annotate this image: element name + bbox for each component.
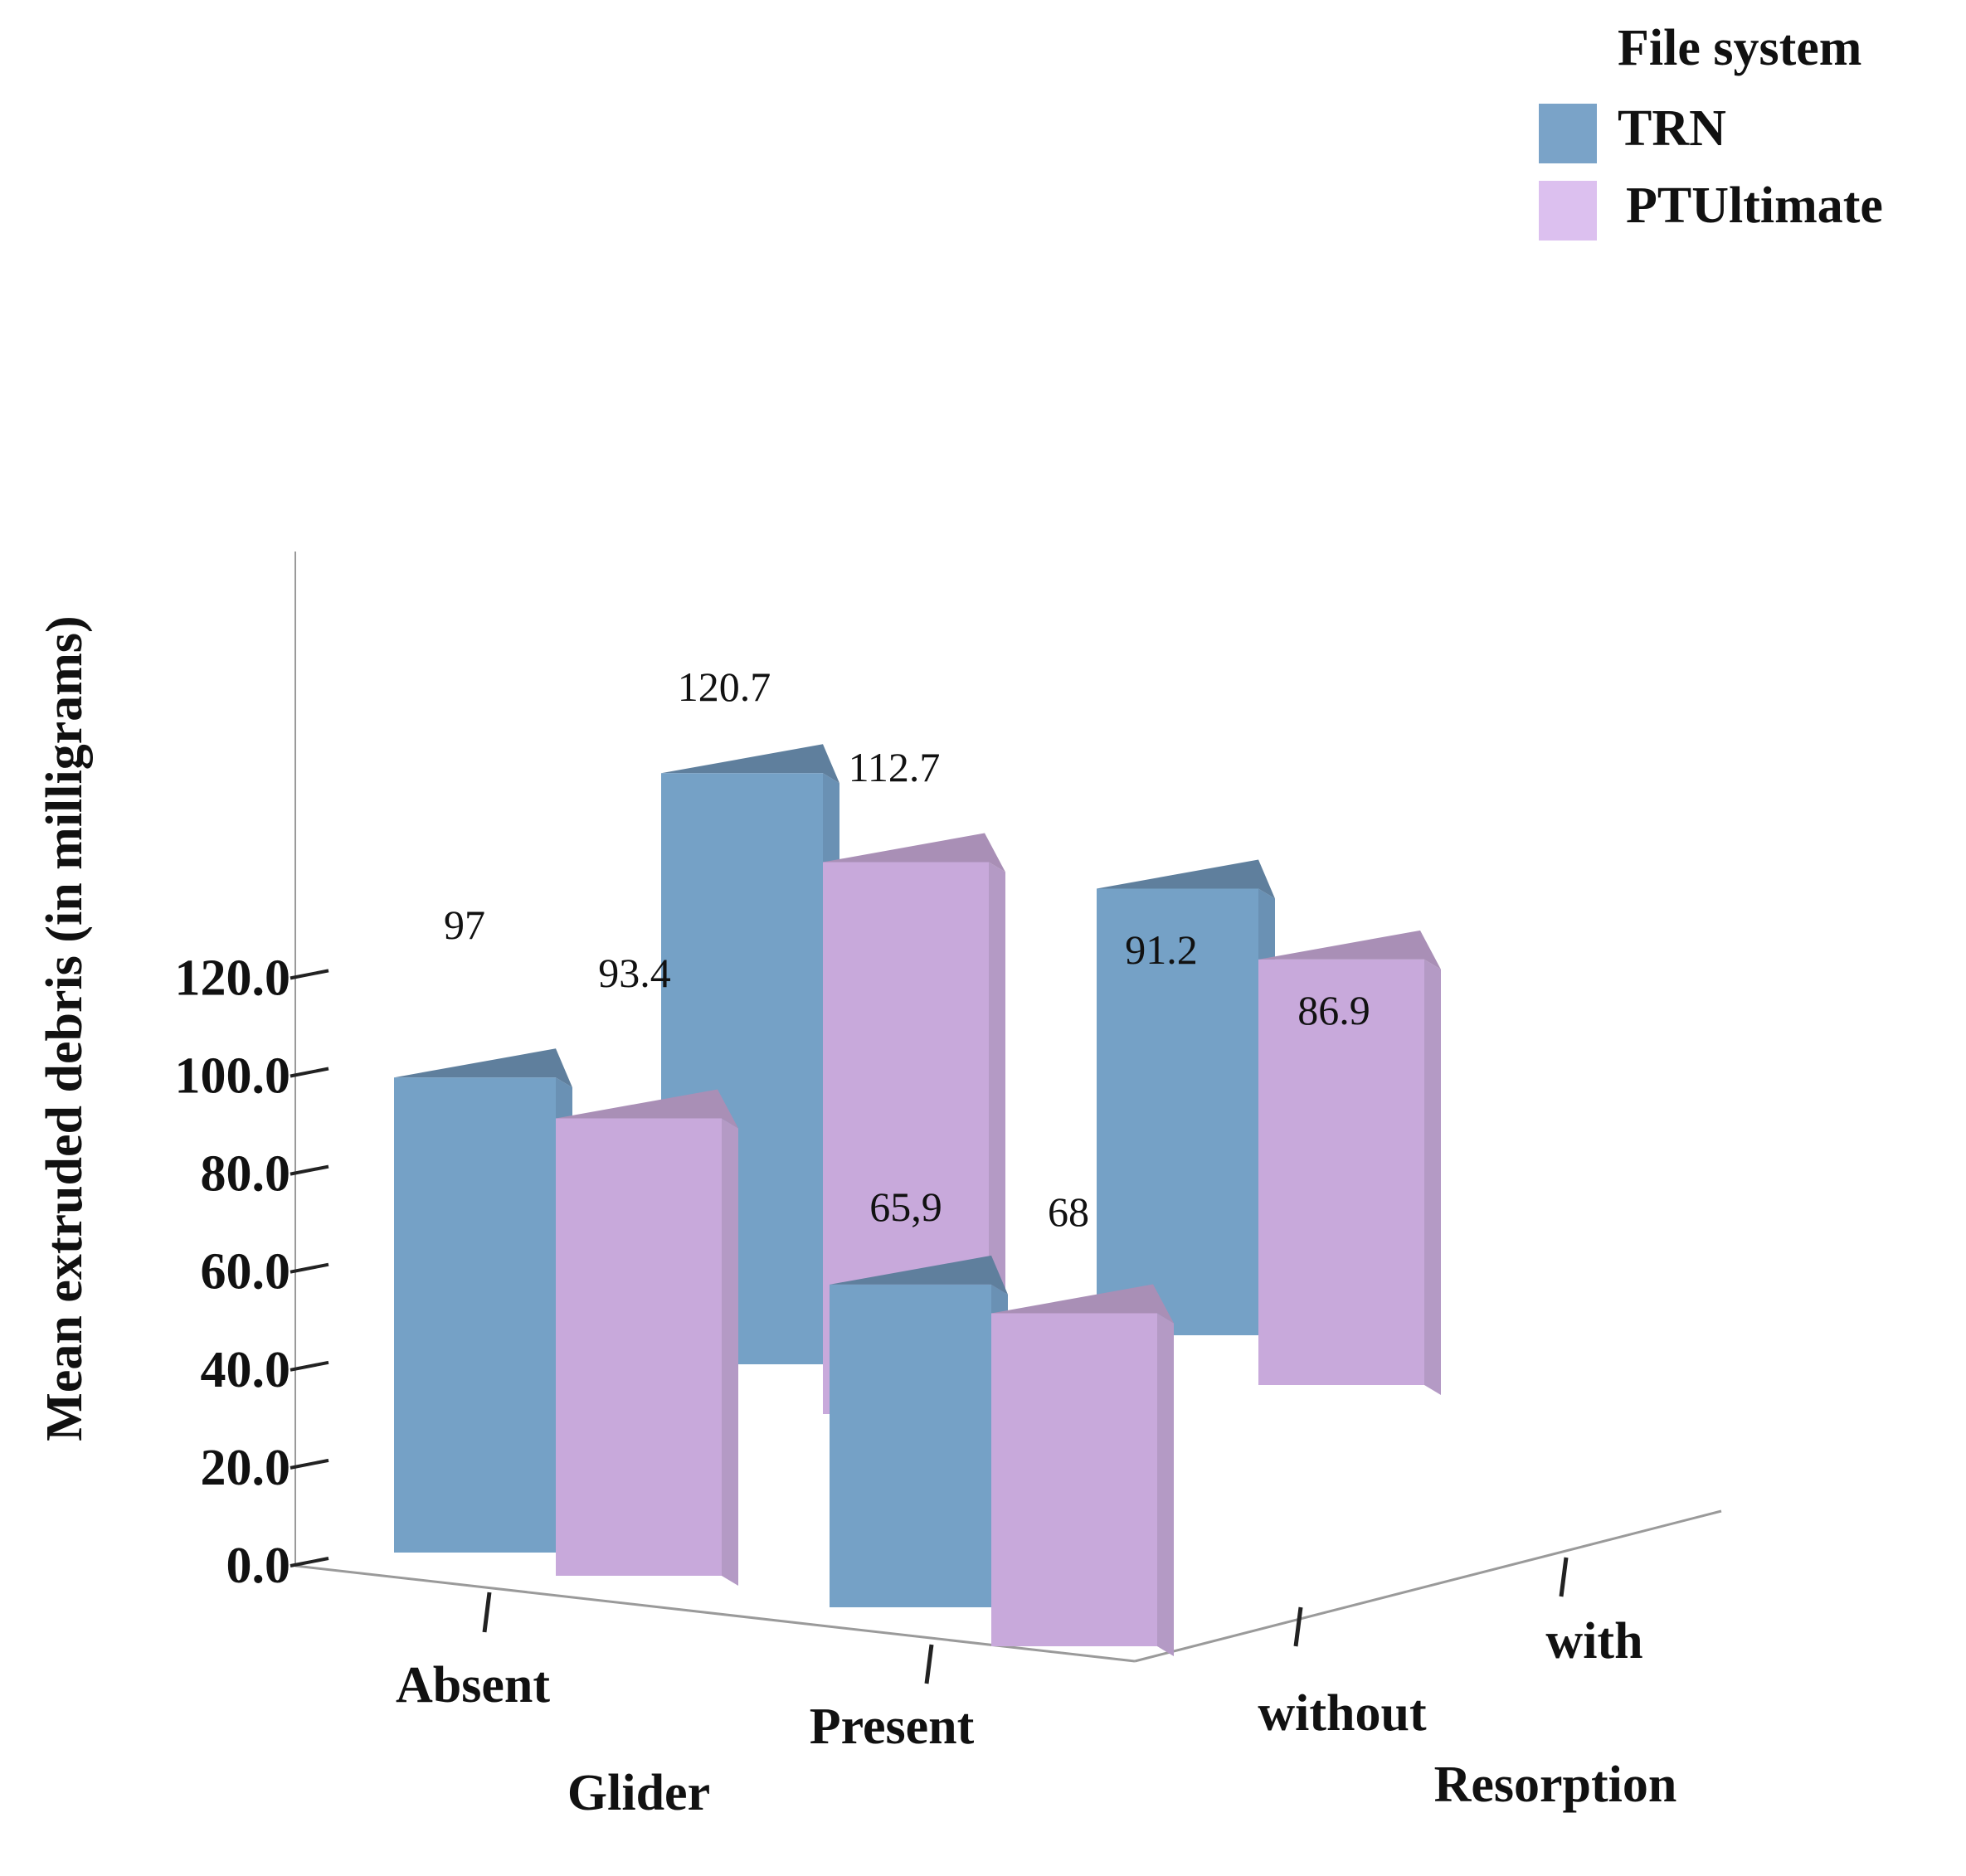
y-tick-mark — [290, 1360, 329, 1372]
bar-top-face — [1097, 859, 1275, 899]
bar-value-label: 120.7 — [678, 663, 771, 710]
x-category-present: Present — [810, 1699, 975, 1755]
category-tick-mark — [1293, 1606, 1303, 1647]
bar-front-face — [394, 1077, 556, 1553]
legend-label-ptultimate: PTUltimate — [1626, 177, 1883, 234]
bar-front-face — [991, 1313, 1157, 1646]
y-tick-label: 0.0 — [226, 1538, 291, 1594]
bar-top-face — [830, 1255, 1008, 1295]
bar-present-without-ptultimate: 68 — [991, 1188, 1174, 1656]
bar-value-label: 86.9 — [1297, 987, 1370, 1033]
x-axis-title: Glider — [567, 1765, 710, 1821]
bar-top-face — [661, 744, 839, 784]
y-tick-label: 20.0 — [201, 1440, 291, 1496]
bar-front-face — [1258, 959, 1424, 1385]
y-tick-label: 100.0 — [175, 1048, 291, 1105]
bar-absent-without-trn: 97 — [394, 902, 572, 1563]
bars-group: 120.7 112.7 91.2 86.9 97 93.4 65,9 68 — [394, 663, 1441, 1656]
y-tick-label: 120.0 — [175, 950, 291, 1006]
category-ticks — [482, 1557, 1569, 1684]
legend-swatch-trn — [1539, 104, 1597, 163]
y-tick-label: 80.0 — [201, 1146, 291, 1203]
y-tick-mark — [290, 1262, 329, 1274]
category-tick-mark — [1559, 1557, 1569, 1597]
bar-front-face — [830, 1284, 991, 1607]
legend-title: File system — [1618, 20, 1861, 76]
bar-value-label: 97 — [444, 902, 485, 948]
bar-value-label: 68 — [1048, 1188, 1089, 1235]
bar-side-face — [722, 1118, 738, 1586]
category-tick-mark — [924, 1644, 934, 1684]
bar-top-face — [556, 1089, 738, 1129]
y-tick-mark — [290, 1067, 329, 1078]
category-tick-mark — [482, 1592, 492, 1633]
bar-front-face — [556, 1118, 722, 1576]
legend-swatch-ptultimate — [1539, 181, 1597, 241]
y-axis-title: Mean extruded debris (in milligrams) — [36, 615, 93, 1441]
bar-top-face — [394, 1048, 572, 1088]
depth-category-without: without — [1258, 1685, 1427, 1742]
bar-side-face — [1424, 959, 1441, 1395]
bar-absent-without-ptultimate: 93.4 — [556, 950, 738, 1586]
bar-side-face — [1157, 1313, 1174, 1656]
bar-value-label: 91.2 — [1125, 926, 1198, 973]
depth-category-with: with — [1545, 1613, 1642, 1669]
legend: File system TRN PTUltimate — [1539, 20, 1883, 241]
bar-front-face — [1097, 888, 1258, 1335]
depth-axis-title: Resorption — [1434, 1757, 1677, 1813]
bar-present-with-trn: 91.2 — [1097, 859, 1275, 1345]
bar-value-label: 112.7 — [849, 744, 941, 790]
y-tick-mark — [290, 969, 329, 980]
y-tick-mark — [290, 1164, 329, 1176]
bar-top-face — [991, 1284, 1174, 1324]
bar-value-label: 93.4 — [598, 950, 671, 996]
y-tick-mark — [290, 1557, 329, 1567]
y-ticks: 0.0 20.0 40.0 60.0 80.0 100.0 120.0 — [175, 950, 329, 1594]
y-tick-mark — [290, 1458, 329, 1470]
bar-top-face — [823, 833, 1005, 872]
bar-present-with-ptultimate: 86.9 — [1258, 930, 1441, 1395]
bar-value-label: 65,9 — [869, 1183, 942, 1230]
bar-top-face — [1258, 930, 1441, 970]
y-tick-label: 40.0 — [201, 1342, 291, 1398]
legend-label-trn: TRN — [1618, 100, 1726, 157]
depth-axis-line — [1134, 1509, 1722, 1663]
x-category-absent: Absent — [396, 1657, 550, 1713]
y-tick-label: 60.0 — [201, 1244, 291, 1300]
